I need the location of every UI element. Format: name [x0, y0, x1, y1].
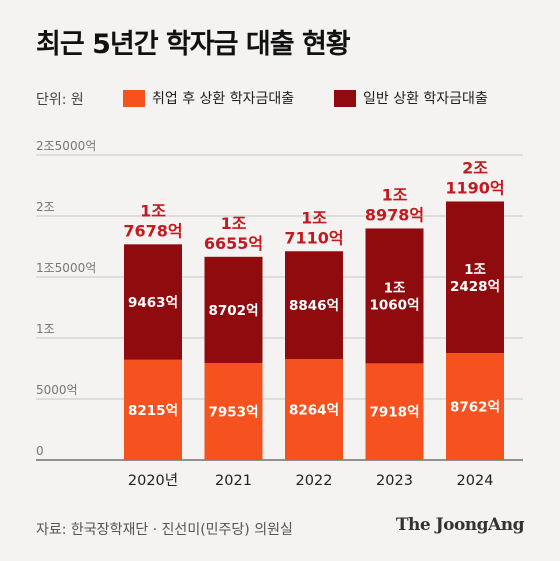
legend-item-general-loan: 일반 상환 학자금대출: [334, 88, 488, 108]
bar-employment-loan: [124, 359, 182, 460]
legend-swatch-general-loan: [334, 89, 356, 107]
bar-general-loan: [204, 256, 263, 363]
data-label: 2428억: [450, 279, 500, 295]
y-tick-label: 2조5000억: [36, 139, 96, 153]
total-label: 1조: [382, 185, 408, 204]
total-label: 1190억: [445, 178, 504, 197]
data-label: 8762억: [450, 400, 500, 416]
data-label: 7953억: [209, 404, 259, 420]
data-label: 1조: [464, 262, 486, 278]
source-note: 자료: 한국장학재단 · 진선미(민주당) 의원실: [36, 522, 293, 538]
y-tick-label: 5000억: [36, 383, 78, 397]
legend-label-general-loan: 일반 상환 학자금대출: [363, 91, 488, 107]
data-label: 1060억: [370, 297, 420, 313]
x-tick-label: 2020년: [128, 472, 178, 489]
x-tick-label: 2022: [296, 473, 333, 489]
total-label: 2조: [462, 158, 488, 177]
publisher-logo: The JoongAng: [395, 515, 525, 535]
chart-title: 최근 5년간 학자금 대출 현황: [36, 29, 351, 60]
bar-employment-loan: [285, 359, 343, 460]
legend-item-employment-loan: 취업 후 상환 학자금대출: [123, 88, 294, 108]
legend-swatch-employment-loan: [123, 89, 145, 107]
data-label: 8702억: [209, 303, 259, 319]
x-tick-label: 2021: [215, 473, 252, 489]
total-label: 7110억: [284, 228, 343, 247]
x-tick-label: 2024: [457, 473, 494, 489]
y-tick-label: 2조: [36, 200, 55, 214]
bar-general-loan: [124, 244, 182, 360]
total-label: 1조: [140, 201, 166, 220]
data-label: 1조: [384, 280, 406, 296]
total-label: 1조: [301, 208, 327, 227]
data-label: 9463억: [128, 295, 178, 311]
data-label: 8264억: [289, 403, 339, 419]
bar-employment-loan: [365, 363, 424, 460]
bar-general-loan: [446, 201, 504, 354]
x-tick-label: 2023: [376, 473, 413, 489]
bar-employment-loan: [204, 362, 263, 460]
bar-employment-loan: [446, 353, 504, 460]
data-label: 8215억: [128, 403, 178, 419]
legend-label-employment-loan: 취업 후 상환 학자금대출: [152, 91, 295, 107]
y-tick-label: 0: [36, 444, 44, 458]
unit-label: 단위: 원: [36, 92, 84, 108]
bar-general-loan: [365, 228, 424, 364]
total-label: 7678억: [123, 221, 182, 240]
y-tick-label: 1조5000억: [36, 261, 96, 275]
total-label: 1조: [221, 214, 247, 233]
total-label: 6655억: [204, 234, 263, 253]
y-tick-label: 1조: [36, 322, 55, 336]
data-label: 8846억: [289, 298, 339, 314]
bar-general-loan: [285, 251, 343, 360]
total-label: 8978억: [365, 205, 424, 224]
data-label: 7918억: [370, 405, 420, 421]
